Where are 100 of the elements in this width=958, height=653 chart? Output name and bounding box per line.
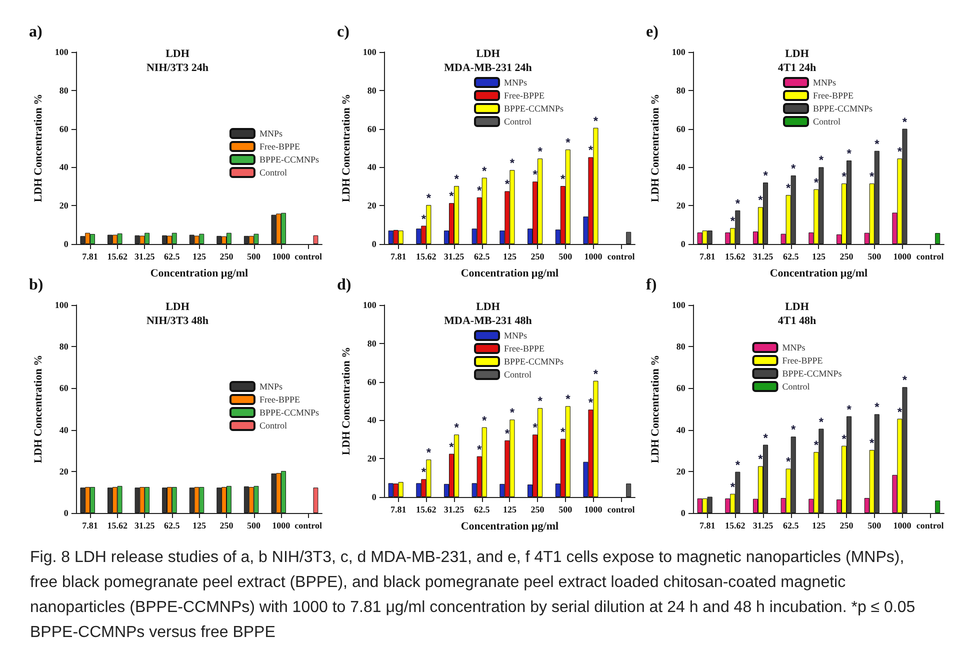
y-tick-label: 40 [367, 415, 377, 426]
x-tick-label: 1000 [272, 252, 291, 262]
x-tick-label: 500 [247, 520, 262, 530]
data-label: * [588, 396, 594, 410]
x-tick-label: 15.62 [416, 504, 437, 514]
x-tick-label: control [607, 504, 636, 514]
x-tick-label: 15.62 [107, 520, 128, 530]
data-label: * [870, 170, 875, 184]
y-tick-label: 80 [59, 342, 69, 352]
y-tick-label: 40 [367, 162, 377, 172]
legend-label: MNPs [504, 330, 528, 340]
bar [626, 232, 632, 244]
x-tick-label: 250 [220, 252, 234, 262]
y-tick-label: 60 [676, 383, 686, 394]
data-label: * [897, 144, 902, 159]
data-label: * [814, 438, 819, 452]
bar [313, 488, 318, 513]
chart-title: LDH NIH/3T3 48h [146, 301, 209, 327]
y-tick-label: 60 [367, 376, 377, 387]
data-label: * [730, 480, 736, 494]
x-tick-label: 62.5 [474, 252, 490, 262]
y-tick-label: 100 [362, 300, 377, 310]
data-label: * [842, 170, 847, 184]
x-tick-label: 31.25 [444, 252, 465, 262]
y-tick-label: 80 [367, 85, 377, 96]
data-label: * [735, 458, 740, 472]
data-label: * [560, 172, 566, 186]
y-tick-label: 100 [54, 47, 69, 57]
y-tick-label: 80 [676, 85, 686, 96]
data-label: * [758, 452, 764, 466]
data-label: * [421, 465, 426, 480]
text: e) [646, 24, 658, 40]
y-axis-title: LDH Concentration % [340, 346, 352, 456]
x-tick-label: 7.81 [390, 252, 407, 262]
data-label: * [897, 404, 902, 419]
x-tick-label: 250 [530, 504, 545, 514]
data-label: * [538, 144, 543, 159]
x-axis-title: Concentration µg/ml [150, 268, 248, 280]
x-tick-label: 250 [840, 252, 854, 262]
bar [626, 484, 632, 497]
x-tick-label: 250 [530, 252, 545, 262]
chart-title: LDH MDA-MB-231 48h [444, 301, 532, 327]
data-label: * [758, 193, 764, 208]
x-axis-title: Concentration µg/ml [460, 268, 559, 280]
legend-label: BPPE-CCMNPs [259, 408, 320, 418]
y-tick-label: 20 [59, 466, 69, 476]
y-axis-title: LDH Concentration % [32, 94, 44, 202]
x-tick-label: control [294, 520, 323, 530]
data-label: * [846, 402, 852, 416]
x-tick-label: 7.81 [390, 504, 407, 514]
data-label: * [538, 394, 543, 408]
y-tick-label: 0 [372, 239, 377, 249]
y-tick-label: 60 [676, 124, 686, 134]
x-tick-label: 62.5 [164, 520, 180, 530]
x-tick-label: 500 [247, 252, 262, 262]
x-tick-label: control [294, 252, 323, 262]
x-tick-label: 62.5 [782, 520, 800, 530]
x-tick-label: 1000 [272, 520, 291, 530]
data-label: * [814, 175, 819, 190]
y-tick-label: 100 [672, 300, 686, 310]
y-tick-label: 20 [367, 200, 377, 211]
data-label: * [791, 161, 796, 176]
legend-label: Free-BPPE [504, 344, 545, 354]
data-label: * [818, 153, 824, 168]
x-axis-title: Concentration µg/ml [770, 268, 868, 280]
x-tick-label: 15.62 [725, 252, 746, 262]
data-label: * [482, 413, 488, 428]
x-tick-label: 1000 [584, 504, 603, 514]
text: c) [337, 24, 350, 40]
y-tick-label: 60 [59, 383, 69, 394]
x-tick-label: 500 [558, 504, 573, 514]
legend-label: BPPE-CCMNPs [782, 368, 842, 378]
y-axis-title: LDH Concentration % [650, 94, 662, 202]
y-tick-label: 80 [676, 342, 686, 352]
x-tick-label: 7.81 [699, 520, 716, 530]
x-tick-label: 7.81 [82, 252, 98, 262]
text: b) [29, 276, 44, 294]
x-tick-label: 125 [192, 520, 206, 530]
data-label: * [870, 436, 875, 450]
legend-label: MNPs [782, 342, 806, 352]
x-tick-label: 250 [840, 520, 854, 530]
data-label: * [482, 164, 488, 178]
data-label: * [449, 440, 454, 454]
x-tick-label: 62.5 [782, 252, 800, 262]
data-label: * [510, 406, 515, 420]
legend-label: Free-BPPE [259, 394, 300, 404]
data-label: * [786, 454, 792, 469]
data-label: * [477, 442, 482, 456]
bar [935, 233, 940, 244]
bar [935, 500, 940, 513]
data-label: * [510, 156, 515, 170]
data-label: * [763, 430, 768, 445]
legend-label: Control [813, 116, 841, 126]
x-tick-label: 125 [192, 252, 206, 262]
data-label: * [421, 212, 426, 226]
chart-title: LDH NIH/3T3 24h [146, 48, 209, 74]
data-label: * [786, 181, 792, 196]
y-tick-label: 0 [372, 492, 377, 502]
legend-label: Free-BPPE [504, 90, 545, 100]
x-tick-label: 7.81 [82, 520, 98, 530]
